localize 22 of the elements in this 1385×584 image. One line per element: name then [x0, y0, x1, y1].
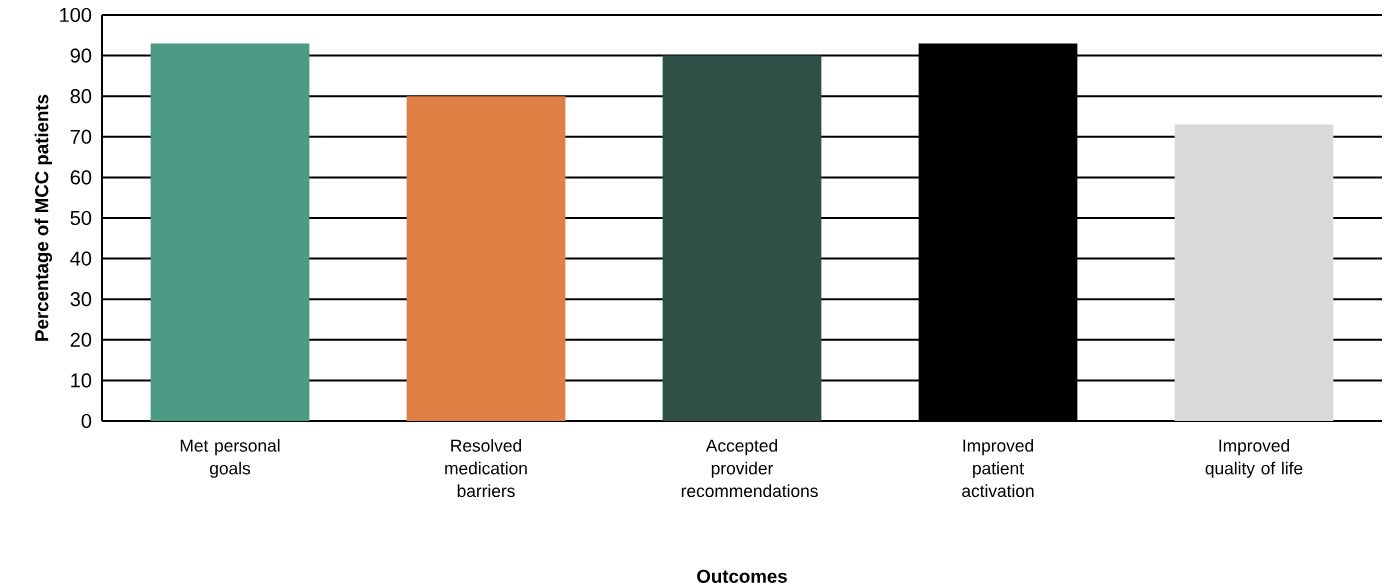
y-axis-title: Percentage of MCC patients — [34, 94, 53, 341]
y-tick-label: 0 — [81, 413, 92, 429]
x-tick-label: Accepted provider recommendations — [681, 439, 818, 498]
y-tick-label: 10 — [71, 373, 92, 388]
x-tick-label: Resolved medication barriers — [445, 439, 527, 498]
bar — [150, 43, 310, 421]
x-tick-label: Improved patient activation — [962, 439, 1034, 498]
x-tick-label: Improved quality of life — [1205, 439, 1303, 478]
y-tick-label: 40 — [70, 251, 92, 266]
y-tick-label: 50 — [70, 210, 92, 226]
y-tick-label: 60 — [70, 170, 92, 185]
y-tick-label: 30 — [70, 292, 92, 307]
x-tick-label: Met personal goals — [180, 439, 280, 478]
y-tick-label: 80 — [70, 89, 92, 104]
y-tick-label: 20 — [70, 332, 92, 347]
x-axis-title: Outcomes — [697, 569, 787, 583]
bar — [1174, 124, 1334, 421]
y-tick-label: 90 — [70, 48, 92, 63]
y-tick-label: 100 — [60, 7, 92, 23]
bar — [406, 96, 566, 421]
y-tick-label: 70 — [70, 129, 92, 144]
bar — [662, 55, 822, 421]
